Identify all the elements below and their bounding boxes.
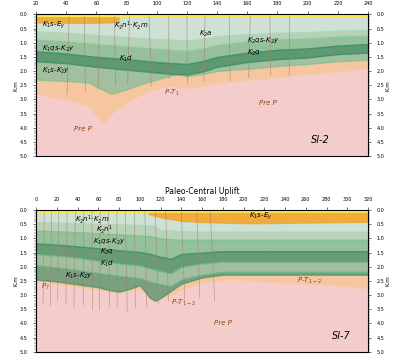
Text: $P$-$T_1$: $P$-$T_1$ <box>164 88 180 98</box>
Text: Sl-7: Sl-7 <box>332 331 350 341</box>
Y-axis label: K.m: K.m <box>386 80 390 90</box>
Text: Pre P: Pre P <box>214 320 232 326</box>
Text: $K_1s$-$K_2y$: $K_1s$-$K_2y$ <box>42 65 70 76</box>
Text: $K_1s$-$E_y$: $K_1s$-$E_y$ <box>42 20 66 31</box>
Text: $P$-$T_{1-2}$: $P$-$T_{1-2}$ <box>298 276 322 286</box>
Y-axis label: K.m: K.m <box>14 276 18 286</box>
Text: $K_1s$-$K_2y$: $K_1s$-$K_2y$ <box>65 271 93 281</box>
Text: $K_2n^1$: $K_2n^1$ <box>96 224 114 237</box>
Text: $K_2q$: $K_2q$ <box>247 48 261 58</box>
Text: $K_2a$: $K_2a$ <box>199 29 213 39</box>
Text: Sl-2: Sl-2 <box>311 135 330 145</box>
Y-axis label: K.m: K.m <box>386 276 390 286</box>
Text: $K_1d$: $K_1d$ <box>100 258 115 269</box>
Text: $P_7$: $P_7$ <box>41 282 50 292</box>
Y-axis label: K.m: K.m <box>14 80 18 90</box>
Text: $K_1qs$-$K_2y$: $K_1qs$-$K_2y$ <box>93 237 126 247</box>
Text: $K_2q$: $K_2q$ <box>100 247 114 257</box>
Text: $K_1qs$-$K_2y$: $K_1qs$-$K_2y$ <box>42 44 75 54</box>
Text: Pre P: Pre P <box>259 100 277 106</box>
Text: $K_1d$: $K_1d$ <box>119 54 133 64</box>
Text: $P$-$T_{1-2}$: $P$-$T_{1-2}$ <box>171 298 196 308</box>
Title: Paleo-Central Uplift: Paleo-Central Uplift <box>165 187 239 196</box>
Text: $K_2n^1$$\cdot$$K_2m$: $K_2n^1$$\cdot$$K_2m$ <box>114 20 149 32</box>
Text: Pre P: Pre P <box>74 126 92 132</box>
Text: $K_1s$-$E_y$: $K_1s$-$E_y$ <box>249 211 272 222</box>
Text: $K_2n^1$$\cdot$$K_2m$: $K_2n^1$$\cdot$$K_2m$ <box>76 213 110 226</box>
Text: $K_2qs$-$K_2y$: $K_2qs$-$K_2y$ <box>247 36 280 46</box>
